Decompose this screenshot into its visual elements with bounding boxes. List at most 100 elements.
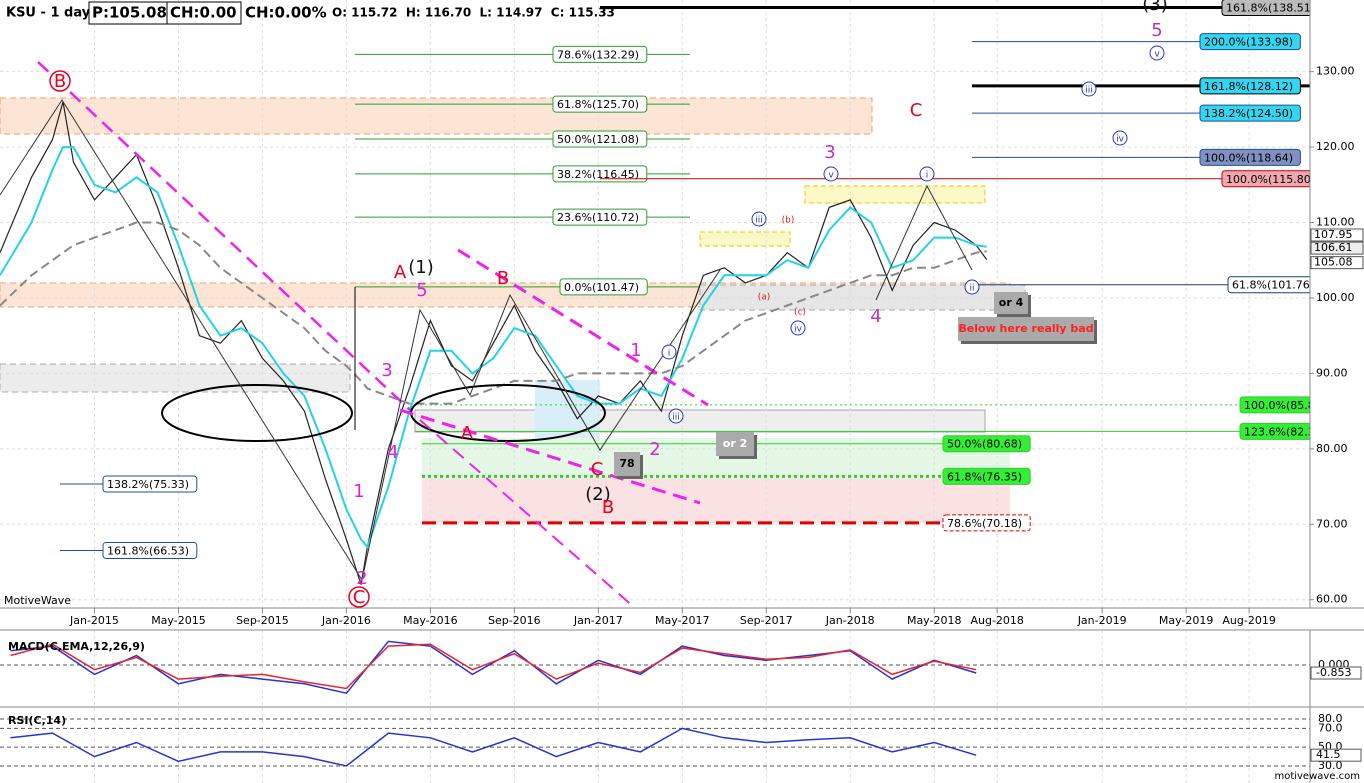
moving-average	[0, 221, 987, 405]
last-value-box	[1310, 748, 1362, 762]
trendline	[37, 61, 411, 411]
fib-label: 50.0%(121.08)	[557, 133, 639, 146]
trendline	[419, 419, 636, 609]
wave-circle	[1112, 130, 1128, 146]
drawings	[0, 61, 973, 609]
trendline	[399, 408, 701, 505]
wave-label: 4	[387, 442, 398, 463]
wave-label: (a)	[758, 293, 771, 303]
axis-bg	[1310, 0, 1364, 628]
wave-label: iii	[672, 413, 680, 423]
y-tick-label: 80.00	[1316, 442, 1348, 455]
y-tick-label: 130.00	[1316, 65, 1355, 78]
x-tick-label: Sep-2017	[740, 614, 793, 627]
wave-label: (c)	[794, 308, 806, 318]
note: 78	[619, 457, 634, 470]
wave-circle	[661, 344, 677, 360]
fib-label-box	[1199, 104, 1301, 122]
yellow-box	[699, 231, 791, 247]
wave-label: C	[353, 587, 366, 608]
note: Below here really bad	[958, 322, 1093, 335]
wave-circle	[823, 166, 839, 182]
y-tick-label: 70.0	[1318, 721, 1343, 734]
wave-label: 2	[649, 439, 660, 460]
fib-label: 23.6%(110.72)	[557, 211, 639, 224]
wave-circle	[964, 279, 980, 295]
wave-label: v	[828, 171, 834, 181]
y-tick-label: 70.00	[1316, 517, 1348, 530]
fib-label: 61.8%(101.76)	[1232, 279, 1314, 292]
wave-label: 1	[353, 481, 364, 502]
wave-line	[875, 184, 973, 301]
x-tick-label: May-2015	[151, 614, 206, 627]
fib-label: 78.6%(132.29)	[557, 48, 639, 61]
gray-zone	[414, 409, 986, 433]
fib-label: 78.6%(70.18)	[947, 517, 1022, 530]
wave-circle	[348, 586, 370, 608]
wave-label: (3)	[1142, 0, 1168, 15]
fib-levels: 78.6%(132.29) 61.8%(125.70) 50.0%(121.08) 3…	[60, 0, 1335, 559]
note: or 4	[999, 296, 1024, 309]
fib-label: 61.8%(76.35)	[947, 470, 1022, 483]
x-tick-label: May-2018	[907, 614, 962, 627]
x-tick-label: Jan-2019	[1077, 614, 1127, 627]
change-pct: CH:0.00%	[245, 4, 327, 22]
wave-label: B	[497, 268, 509, 289]
fib-label: 161.8%(66.53)	[107, 544, 189, 557]
fib-label-box	[552, 95, 648, 113]
note-box	[614, 452, 640, 476]
price-marker	[1310, 241, 1364, 255]
x-tick-label: Sep-2016	[488, 614, 541, 627]
fib-label: 161.8%(128.12)	[1204, 80, 1293, 93]
x-tick-label: Aug-2018	[970, 614, 1023, 627]
fib-label-box	[559, 278, 648, 296]
price-marker-label: 106.61	[1314, 241, 1353, 254]
wave-label: 4	[870, 306, 881, 327]
wave-label: iv	[794, 325, 803, 335]
wave-label: 2	[356, 568, 367, 589]
fib-label: 138.2%(124.50)	[1204, 107, 1293, 120]
change: CH:0.00	[170, 4, 237, 22]
y-tick-label: 110.00	[1316, 216, 1355, 229]
x-tick-label: Jan-2016	[321, 614, 371, 627]
x-tick-label: Sep-2015	[236, 614, 289, 627]
fib-label: 123.6%(82.32)	[1244, 425, 1326, 438]
fib-label-box	[942, 435, 1031, 453]
yellow-box	[804, 185, 986, 204]
axes: 60.0070.0080.0090.00100.00110.00120.0013…	[69, 65, 1364, 772]
wave-label: 3	[381, 360, 392, 381]
blue-zone	[535, 380, 600, 438]
x-tick-label: Jan-2015	[69, 614, 119, 627]
fib-label-box	[102, 541, 198, 559]
fib-label-box	[942, 467, 1031, 485]
notes: 78 or 2 or 4 Below here really bad	[614, 292, 1097, 479]
wave-label: v	[1154, 50, 1160, 60]
fib-label: 200.0%(133.98)	[1204, 36, 1293, 49]
x-tick-label: Aug-2019	[1222, 614, 1275, 627]
header-box	[166, 1, 242, 25]
price: P:105.08	[92, 4, 167, 22]
wave-circle	[1149, 45, 1165, 61]
note-box	[958, 317, 1094, 341]
wave-label: iii	[1085, 86, 1093, 96]
wave-label: 3	[824, 142, 835, 163]
wave-circle	[1081, 81, 1097, 97]
wave-circle	[751, 211, 767, 227]
fib-label: 0.0%(101.47)	[564, 281, 639, 294]
trendline	[457, 248, 709, 407]
x-tick-label: Jan-2017	[573, 614, 623, 627]
y-tick-label: 120.00	[1316, 140, 1355, 153]
rsi-title: RSI(C,14)	[8, 714, 66, 727]
note: or 2	[723, 437, 747, 450]
fib-label-box	[552, 45, 648, 63]
fib-label: 161.8%(138.51)	[1226, 1, 1315, 14]
danger-zone	[422, 478, 1010, 523]
last-value: 41.5	[1316, 748, 1341, 761]
fib-label: 50.0%(80.68)	[947, 438, 1022, 451]
fib-label-box	[1199, 77, 1301, 95]
wave-line	[0, 99, 363, 581]
wave-label: A	[394, 262, 407, 283]
x-tick-label: May-2017	[655, 614, 710, 627]
price-marker	[1310, 256, 1364, 270]
wave-label: B	[54, 71, 66, 92]
